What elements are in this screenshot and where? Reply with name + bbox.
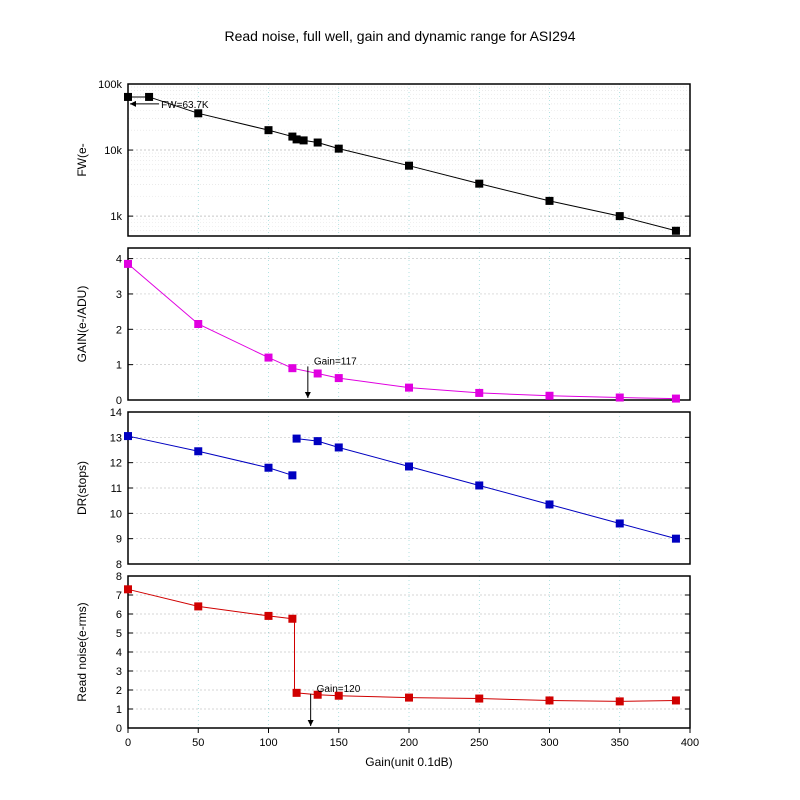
svg-text:Gain=117: Gain=117 (314, 356, 357, 367)
svg-text:Read noise(e-rms): Read noise(e-rms) (75, 602, 89, 701)
svg-text:Gain(unit 0.1dB): Gain(unit 0.1dB) (365, 755, 452, 769)
svg-text:5: 5 (116, 628, 122, 640)
svg-text:7: 7 (116, 590, 122, 602)
svg-text:1k: 1k (110, 211, 122, 223)
svg-text:300: 300 (540, 737, 558, 749)
svg-text:2: 2 (116, 324, 122, 336)
svg-text:GAIN(e-/ADU): GAIN(e-/ADU) (75, 286, 89, 363)
svg-text:100: 100 (259, 737, 277, 749)
svg-text:200: 200 (400, 737, 418, 749)
svg-text:150: 150 (330, 737, 348, 749)
svg-text:FW=63.7K: FW=63.7K (161, 100, 209, 111)
svg-text:0: 0 (116, 395, 122, 407)
svg-text:50: 50 (192, 737, 204, 749)
svg-text:FW(e-: FW(e- (75, 143, 89, 176)
svg-text:12: 12 (110, 458, 122, 470)
svg-text:Gain=120: Gain=120 (317, 684, 361, 695)
svg-text:400: 400 (681, 737, 699, 749)
svg-text:8: 8 (116, 571, 122, 583)
svg-text:250: 250 (470, 737, 488, 749)
svg-text:4: 4 (116, 254, 122, 266)
svg-text:DR(stops): DR(stops) (75, 461, 89, 515)
svg-text:1: 1 (116, 360, 122, 372)
svg-text:3: 3 (116, 289, 122, 301)
svg-text:1: 1 (116, 704, 122, 716)
svg-text:10k: 10k (104, 145, 122, 157)
svg-text:350: 350 (611, 737, 629, 749)
svg-text:4: 4 (116, 647, 122, 659)
svg-text:100k: 100k (98, 79, 122, 91)
svg-text:6: 6 (116, 609, 122, 621)
svg-text:10: 10 (110, 508, 122, 520)
chart-root: Read noise, full well, gain and dynamic … (0, 0, 800, 800)
svg-text:13: 13 (110, 432, 122, 444)
svg-text:0: 0 (125, 737, 131, 749)
svg-text:2: 2 (116, 685, 122, 697)
svg-text:14: 14 (110, 407, 122, 419)
svg-text:0: 0 (116, 723, 122, 735)
svg-text:3: 3 (116, 666, 122, 678)
svg-text:8: 8 (116, 559, 122, 571)
svg-text:11: 11 (111, 483, 122, 495)
chart-svg: 1k10k100kFW(e-FW=63.7K01234GAIN(e-/ADU)G… (0, 0, 800, 800)
svg-text:9: 9 (116, 534, 122, 546)
